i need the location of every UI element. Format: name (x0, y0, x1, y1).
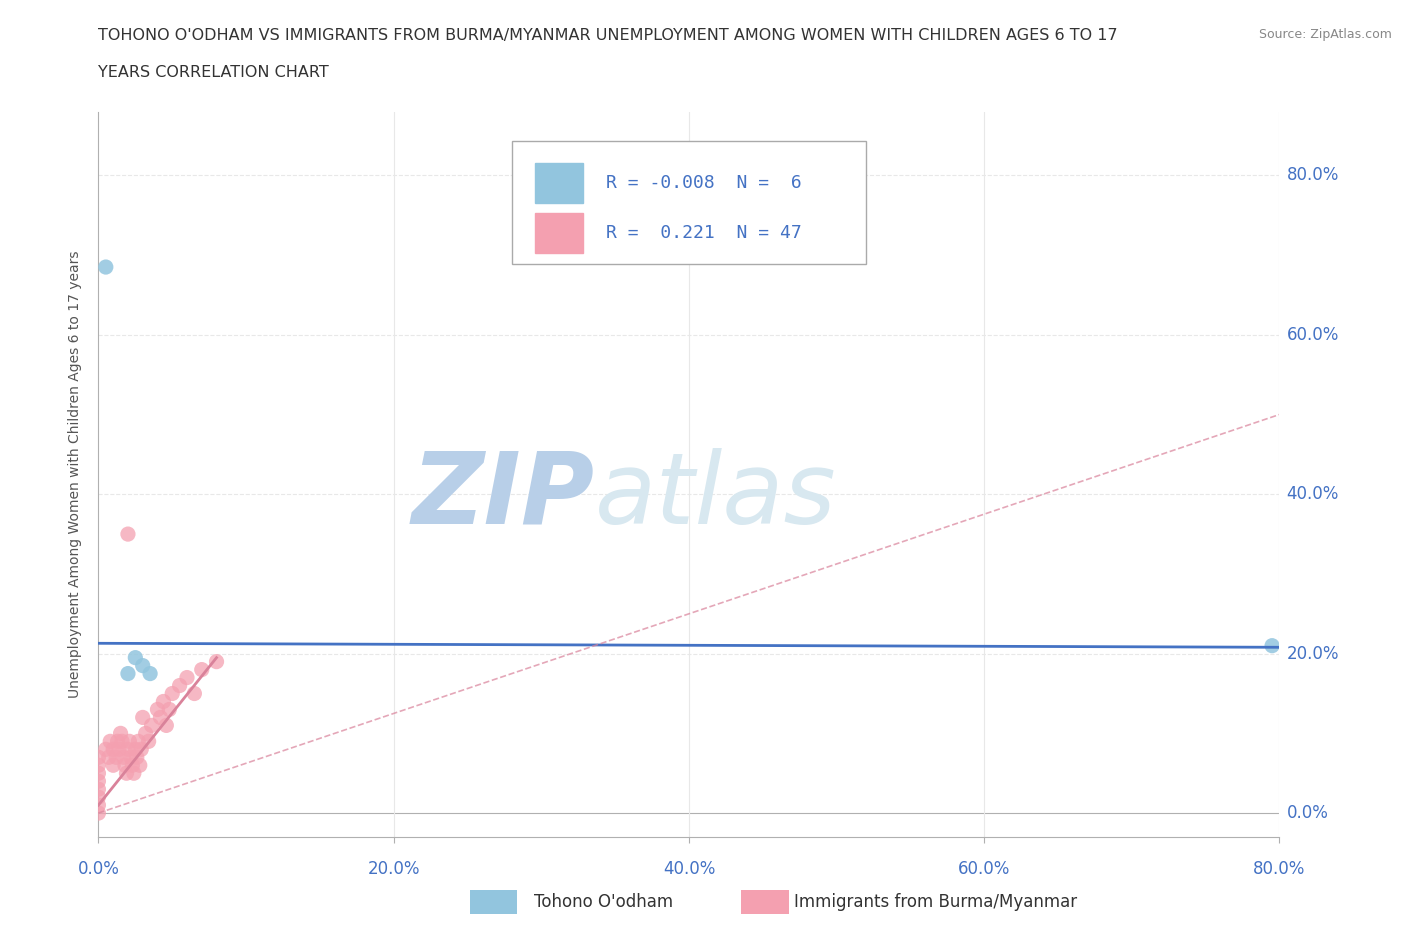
Point (87, 758, 110, 773)
Bar (536, 163, 582, 203)
Point (135, 726, 157, 741)
Point (191, 662, 214, 677)
Point (155, 718, 177, 733)
Text: 0.0%: 0.0% (77, 860, 120, 878)
Point (103, 742, 125, 757)
Text: Source: ZipAtlas.com: Source: ZipAtlas.com (1258, 28, 1392, 41)
Text: Tohono O'odham: Tohono O'odham (534, 893, 673, 911)
Point (117, 526, 139, 541)
Point (138, 734, 160, 749)
Point (176, 671, 198, 685)
Point (117, 742, 139, 757)
Point (115, 765, 138, 780)
Bar (536, 213, 582, 253)
Point (127, 734, 149, 749)
Text: ZIP: ZIP (412, 447, 595, 545)
Point (162, 686, 183, 701)
Point (132, 710, 155, 724)
Point (205, 654, 228, 669)
Point (107, 734, 129, 749)
Text: 20.0%: 20.0% (367, 860, 420, 878)
Point (149, 710, 172, 724)
Point (139, 666, 162, 681)
Text: 40.0%: 40.0% (662, 860, 716, 878)
Point (183, 686, 205, 701)
Point (120, 750, 142, 764)
Point (152, 694, 174, 709)
Point (98, 734, 121, 749)
Point (124, 650, 146, 665)
Point (87, 765, 110, 780)
Point (1261, 638, 1284, 653)
Point (141, 718, 163, 733)
Point (121, 758, 143, 773)
Point (97, 750, 120, 764)
Point (114, 758, 136, 773)
Text: 40.0%: 40.0% (1286, 485, 1339, 503)
Text: R = -0.008  N =  6: R = -0.008 N = 6 (606, 174, 801, 192)
Text: 80.0%: 80.0% (1253, 860, 1306, 878)
Point (129, 742, 152, 757)
Point (125, 750, 148, 764)
Point (110, 726, 132, 741)
Text: TOHONO O'ODHAM VS IMMIGRANTS FROM BURMA/MYANMAR UNEMPLOYMENT AMONG WOMEN WITH CH: TOHONO O'ODHAM VS IMMIGRANTS FROM BURMA/… (98, 28, 1118, 43)
Text: 20.0%: 20.0% (1286, 644, 1339, 663)
Text: YEARS CORRELATION CHART: YEARS CORRELATION CHART (98, 65, 329, 80)
FancyBboxPatch shape (512, 140, 866, 264)
Point (87, 798, 110, 813)
Point (87, 790, 110, 804)
Point (146, 702, 169, 717)
Point (117, 666, 139, 681)
Point (105, 750, 128, 764)
Point (87, 805, 110, 820)
Point (118, 734, 141, 749)
Point (157, 702, 180, 717)
Text: 60.0%: 60.0% (1286, 326, 1339, 344)
Point (108, 742, 131, 757)
Text: 0.0%: 0.0% (1286, 804, 1329, 822)
Text: Immigrants from Burma/Myanmar: Immigrants from Burma/Myanmar (794, 893, 1077, 911)
Point (112, 750, 135, 764)
Point (128, 758, 150, 773)
Point (103, 758, 125, 773)
Point (124, 742, 146, 757)
Point (87, 782, 110, 797)
Point (87, 750, 110, 764)
Point (169, 678, 191, 693)
Point (87, 774, 110, 789)
Point (122, 765, 145, 780)
Text: 60.0%: 60.0% (957, 860, 1011, 878)
Text: 80.0%: 80.0% (1286, 166, 1339, 184)
Point (94, 259, 117, 274)
Point (132, 658, 155, 673)
Point (111, 734, 134, 749)
Text: atlas: atlas (595, 447, 837, 545)
Y-axis label: Unemployment Among Women with Children Ages 6 to 17 years: Unemployment Among Women with Children A… (69, 250, 83, 698)
Text: R =  0.221  N = 47: R = 0.221 N = 47 (606, 224, 801, 242)
Point (94, 742, 117, 757)
